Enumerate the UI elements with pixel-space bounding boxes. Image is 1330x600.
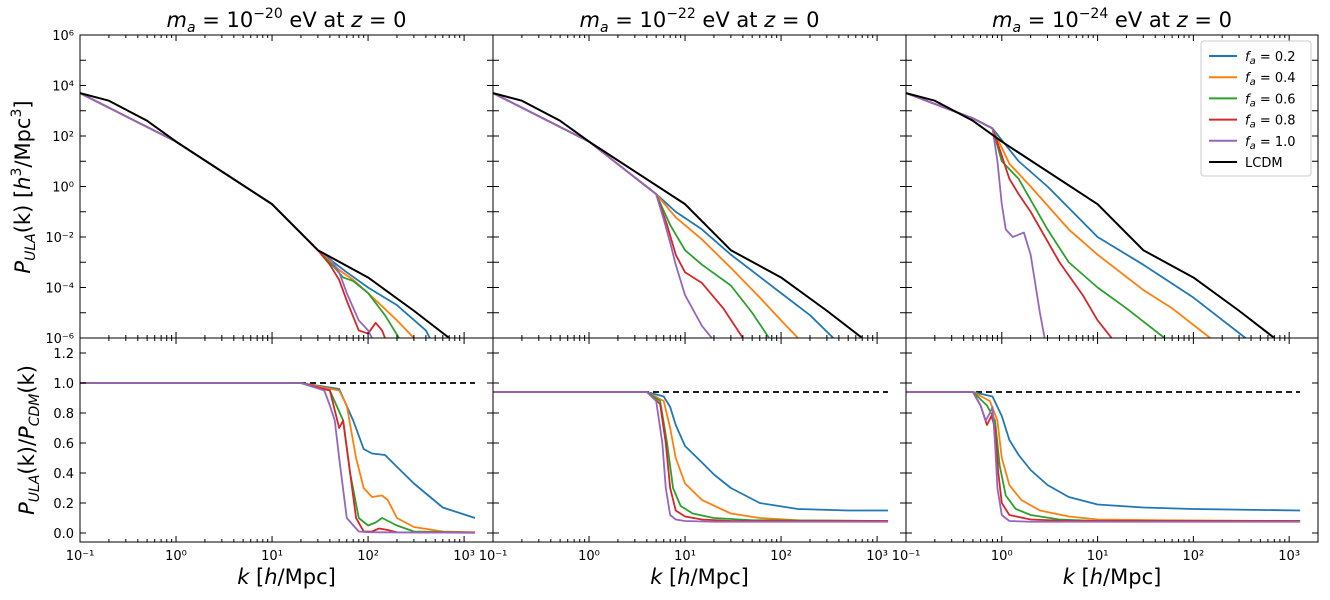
series-line-f-a-1-0 [80, 92, 373, 338]
series-line-f-a-0-4 [906, 92, 1211, 338]
panel-title: ma = 10−24 eV at z = 0 [992, 6, 1232, 36]
x-axis-label: k [h/Mpc] [237, 565, 336, 589]
y-tick-label: 10² [52, 130, 74, 145]
series-line-f-a-0-8 [80, 382, 476, 534]
series-line-f-a-0-4 [906, 391, 1301, 522]
axes-frame [79, 337, 494, 543]
series-line-lcdm [906, 92, 1275, 338]
x-tick-label: 10³ [453, 549, 475, 564]
y-tick-label: 10⁶ [52, 29, 74, 44]
legend-label: fa = 0.2 [1245, 50, 1296, 67]
series-line-f-a-0-2 [906, 92, 1247, 338]
x-tick-label: 10¹ [261, 549, 283, 564]
x-tick-label: 10⁻¹ [66, 549, 95, 564]
y-tick-label: 10⁴ [52, 80, 74, 95]
legend-label: LCDM [1245, 156, 1283, 171]
x-tick-label: 10¹ [674, 549, 696, 564]
legend-label: fa = 0.6 [1245, 92, 1296, 109]
panel-title: ma = 10−22 eV at z = 0 [579, 6, 819, 36]
y-tick-label: 0.6 [53, 437, 74, 452]
series-line-f-a-1-0 [906, 92, 1046, 338]
y-tick-label: 10⁻² [45, 231, 74, 246]
legend-label: fa = 0.4 [1245, 71, 1296, 88]
series-line-f-a-0-4 [80, 92, 415, 338]
panel-title: ma = 10−20 eV at z = 0 [166, 6, 406, 36]
y-tick-label: 10⁰ [52, 181, 74, 196]
panel-top-left: 10⁻⁶ 10⁻⁴ 10⁻² 10⁰ 10² 10⁴ 10⁶ ma = 10−20 eV at… [45, 6, 494, 347]
axes-frame [492, 337, 907, 543]
y-tick-label: 1.0 [53, 377, 74, 392]
x-tick-label: 10² [770, 549, 792, 564]
series-line-f-a-0-6 [493, 92, 770, 338]
y-tick-label: 1.2 [53, 347, 74, 362]
panel-top-right: ma = 10−24 eV at z = 0fa = 0.2fa = 0.4fa… [905, 6, 1319, 339]
y-axis-label-bottom: PULA(k)/PCDM(k) [15, 365, 43, 515]
series-line-f-a-0-6 [80, 382, 476, 534]
x-tick-label: 10³ [866, 549, 888, 564]
series-line-f-a-0-8 [80, 92, 386, 338]
panel-top-middle: ma = 10−22 eV at z = 0 [492, 6, 907, 339]
legend-label: fa = 1.0 [1245, 135, 1296, 152]
series-line-f-a-0-2 [906, 391, 1301, 512]
series-line-f-a-0-4 [493, 391, 889, 522]
axes-frame [79, 34, 494, 339]
series-line-f-a-0-8 [493, 92, 744, 338]
series-line-f-a-1-0 [493, 391, 889, 523]
series-line-f-a-0-8 [906, 391, 1301, 522]
series-line-f-a-0-6 [493, 391, 889, 522]
legend: fa = 0.2 fa = 0.4 fa = 0.6 fa = 0.8 fa = 1.0… [1200, 40, 1312, 177]
series-line-f-a-0-2 [493, 391, 889, 512]
legend-label: fa = 0.8 [1245, 114, 1296, 131]
series-line-f-a-0-8 [493, 391, 889, 522]
series-line-f-a-0-4 [80, 382, 476, 534]
series-line-lcdm [80, 92, 450, 338]
x-tick-label: 10² [1182, 549, 1204, 564]
series-line-f-a-0-4 [493, 92, 799, 338]
series-line-f-a-1-0 [493, 92, 713, 338]
y-tick-label: 10⁻⁶ [45, 332, 74, 347]
x-tick-label: 10² [357, 549, 379, 564]
series-line-f-a-1-0 [906, 391, 1301, 523]
y-tick-label: 0.0 [53, 527, 74, 542]
y-tick-label: 0.4 [53, 467, 74, 482]
y-tick-label: 0.2 [53, 497, 74, 512]
y-tick-label: 10⁻⁴ [45, 282, 74, 297]
x-axis-label: k [h/Mpc] [1063, 565, 1162, 589]
x-tick-label: 10⁰ [991, 549, 1013, 564]
y-tick-label: 0.8 [53, 407, 74, 422]
x-tick-label: 10¹ [1087, 549, 1109, 564]
panel-bottom-middle: 10⁻¹ 10⁰ 10¹ 10² 10³ k [h/Mpc] [479, 337, 907, 589]
x-tick-label: 10⁻¹ [479, 549, 508, 564]
axes-frame [905, 337, 1319, 543]
x-tick-label: 10⁰ [165, 549, 187, 564]
x-tick-label: 10⁰ [578, 549, 600, 564]
panels: 10⁻⁶ 10⁻⁴ 10⁻² 10⁰ 10² 10⁴ 10⁶ ma = 10−20 eV at… [45, 6, 1319, 589]
series-line-f-a-0-8 [906, 92, 1113, 338]
panel-bottom-right: 10⁻¹ 10⁰ 10¹ 10² 10³ k [h/Mpc] [892, 337, 1319, 589]
panel-bottom-left: 10⁻¹ 10⁰ 10¹ 10² 10³ 0.0 0.2 0.4 0.6 0.8 1.0 1.2 k [… [53, 337, 494, 589]
series-line-lcdm [493, 92, 863, 338]
series-line-f-a-0-6 [906, 92, 1166, 338]
y-axis-label-top: PULA(k) [h3/Mpc3] [9, 100, 39, 273]
series-line-f-a-0-2 [80, 382, 476, 519]
x-tick-label: 10⁻¹ [892, 549, 921, 564]
figure-labels: PULA(k) [h3/Mpc3] PULA(k)/PCDM(k) [9, 100, 43, 514]
x-tick-label: 10³ [1278, 549, 1300, 564]
legend-box [1200, 40, 1312, 177]
x-axis-label: k [h/Mpc] [650, 565, 749, 589]
series-line-f-a-0-6 [906, 391, 1301, 522]
series-line-f-a-1-0 [80, 382, 476, 534]
axes-frame [492, 34, 907, 339]
